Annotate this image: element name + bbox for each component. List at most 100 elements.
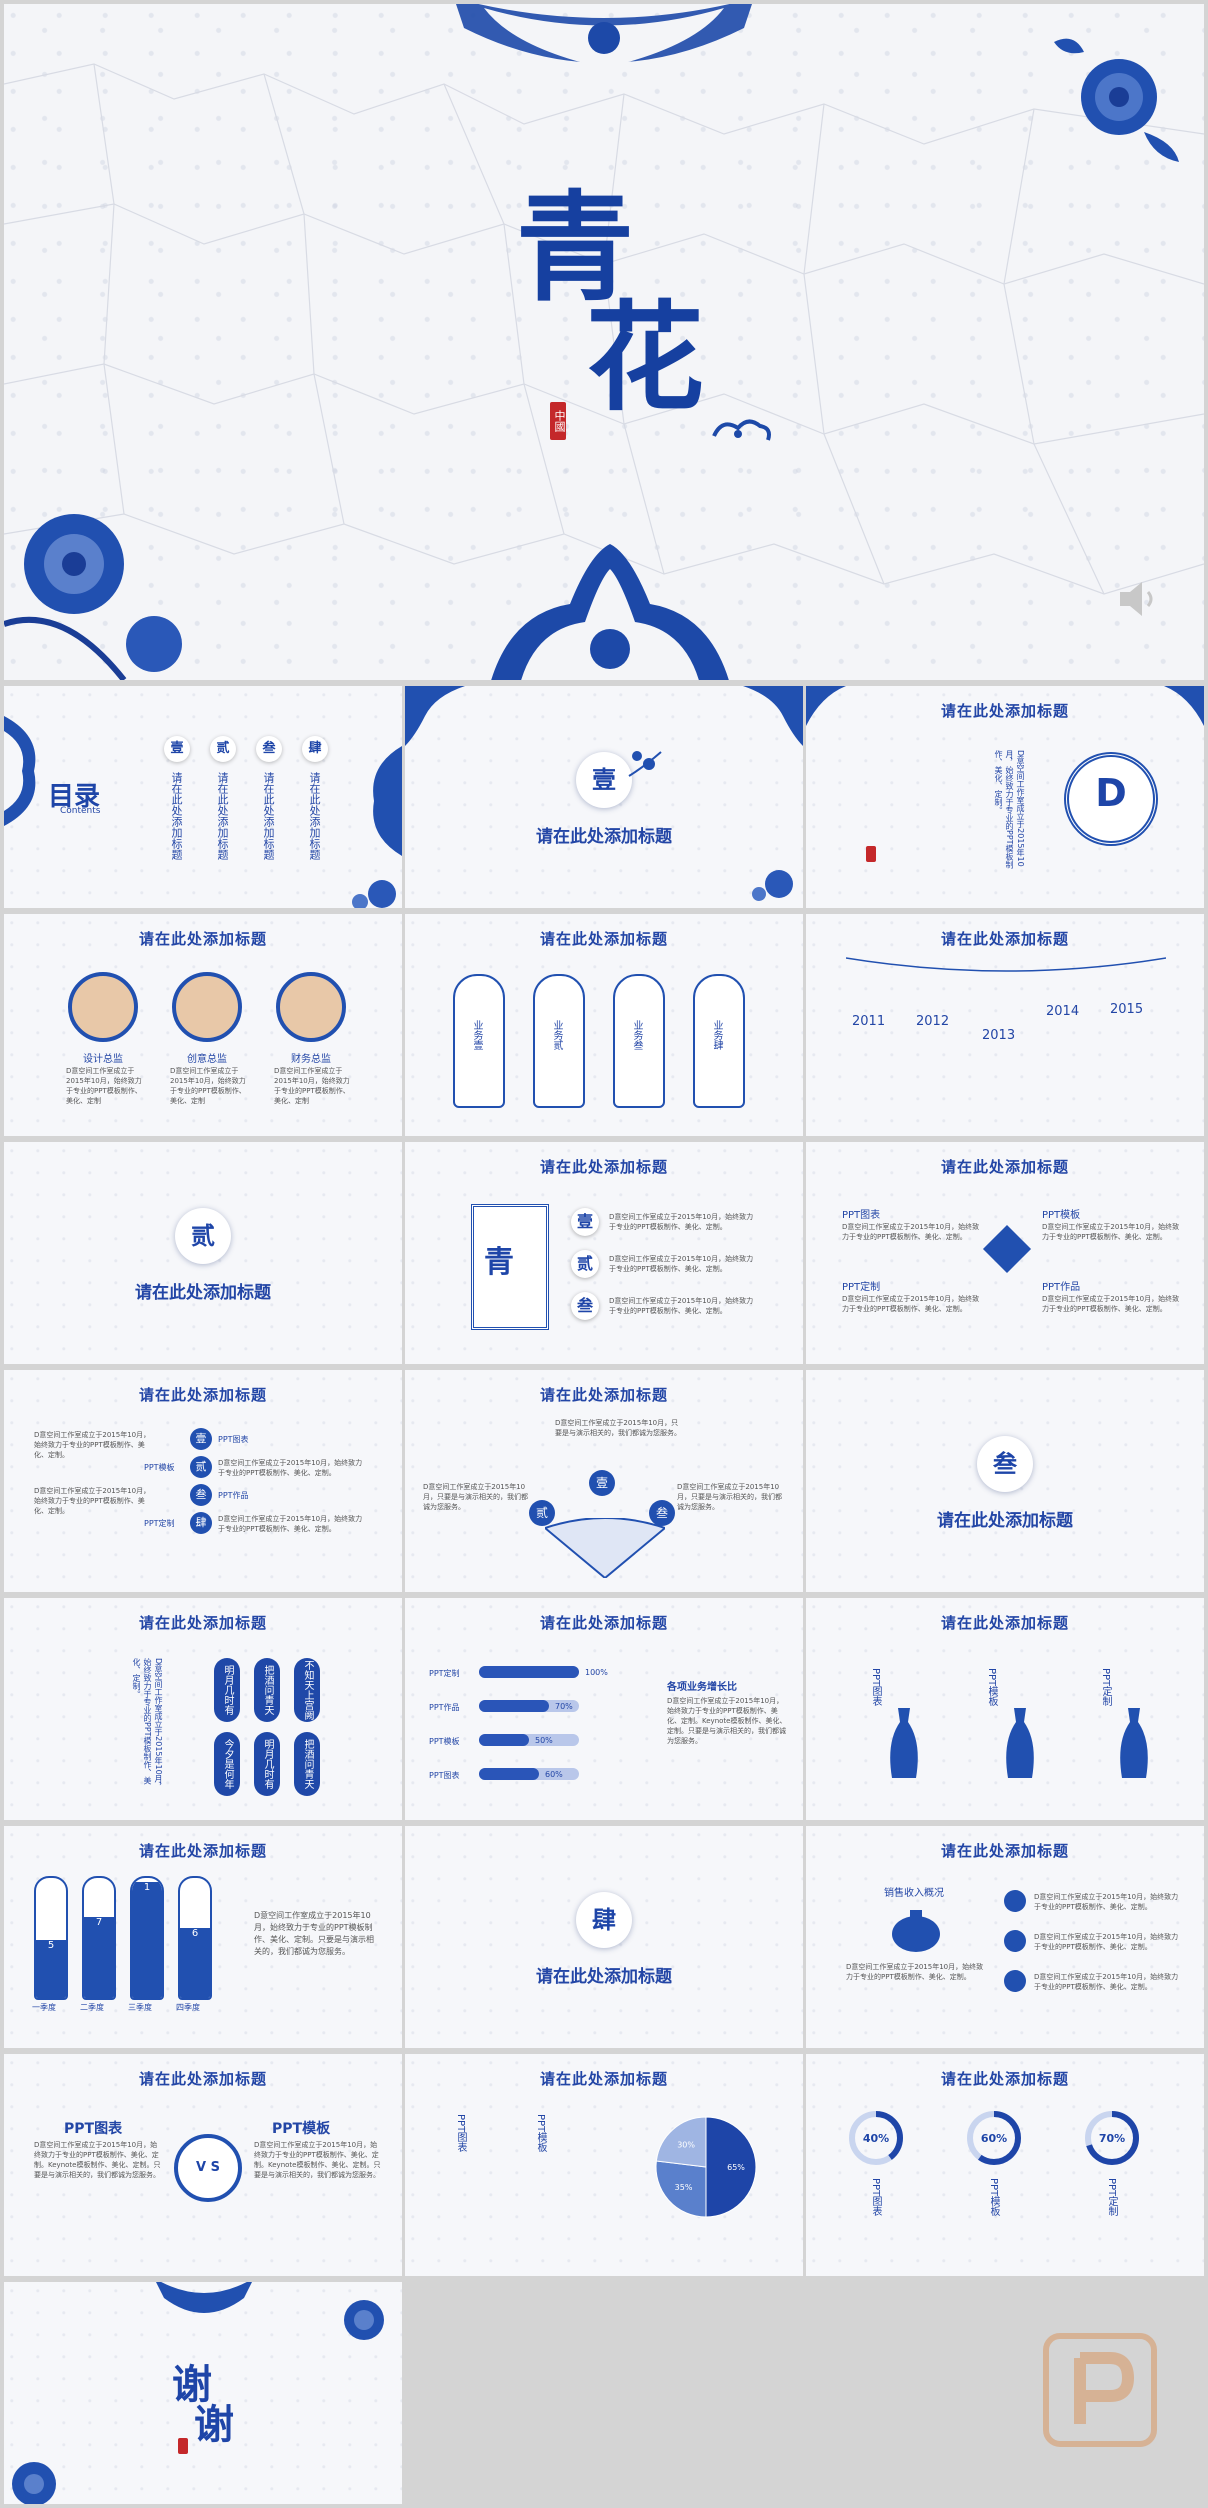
quarter-gauge: 7 [82, 1876, 116, 2000]
ring-fill [1085, 2111, 1139, 2165]
poem-text: D意空间工作室成立于2015年10月，始终致力于专业的PPT模板制作、美化、定制… [132, 1658, 163, 1791]
avatar [276, 972, 346, 1042]
thanks-char-2: 谢 [194, 2401, 234, 2448]
slide-intro[interactable]: 请在此处添加标题 D意空间工作室成立于2015年10月，始终致力于专业的PPT模… [806, 686, 1204, 908]
quad-label: PPT作品 [1042, 1282, 1081, 1293]
section-title: 请在此处添加标题 [135, 1283, 271, 1303]
quarter-fill [36, 1940, 66, 1998]
bar-fill [479, 1768, 539, 1780]
plum-branch-icon [628, 751, 662, 777]
list-num: 叁 [571, 1292, 599, 1320]
slide-title: 请在此处添加标题 [138, 1842, 267, 1860]
toc-num-2: 贰 [210, 736, 236, 762]
corner-ornament-icon [743, 686, 803, 746]
folding-fan-icon [545, 1518, 665, 1578]
list-desc: D意空间工作室成立于2015年10月，始终致力于专业的PPT模板制作、美化、定制… [218, 1459, 363, 1477]
slide-title: 请在此处添加标题 [539, 1386, 668, 1404]
toc-item-1[interactable]: 请在此处添加标题 [170, 772, 183, 860]
poem-pill: 明月几时有 [254, 1732, 280, 1796]
slide-section-4[interactable]: 肆 请在此处添加标题 [405, 1826, 803, 2048]
quarter-value: 5 [47, 1940, 55, 1951]
slide-rings[interactable]: 请在此处添加标题 40% PPT图表 60% PPT模板 70% PPT定制 [806, 2054, 1204, 2276]
logo-medallion: D [1064, 752, 1158, 846]
business-card[interactable]: 业务肆 [693, 974, 745, 1108]
pie-slice [705, 2116, 757, 2218]
slide-title: 请在此处添加标题 [138, 2070, 267, 2088]
quarter-label: 二季度 [80, 2003, 104, 2012]
slide-pie[interactable]: 请在此处添加标题 PPT图表 PPT模板 65% 35% 30% [405, 2054, 803, 2276]
bar-track [479, 1700, 579, 1712]
section-number: 壹 [576, 752, 632, 808]
slide-sales[interactable]: 请在此处添加标题 销售收入概况 D意空间工作室成立于2015年10月，始终致力于… [806, 1826, 1204, 2048]
bar-value: 70% [555, 1702, 573, 1711]
toc-item-4[interactable]: 请在此处添加标题 [308, 772, 321, 860]
slide-list[interactable]: 请在此处添加标题 壹 贰 叁 肆 PPT图表 PPT模板 PPT作品 PPT定制… [4, 1370, 402, 1592]
fan-num: 贰 [529, 1500, 555, 1526]
hero-slide[interactable]: 青 花 中國 [4, 4, 1204, 680]
list-label: PPT定制 [144, 1519, 175, 1528]
speaker-icon[interactable] [1112, 574, 1162, 624]
quarter-value: 1 [143, 1882, 151, 1893]
ring-value: 40% [863, 2132, 889, 2145]
slide-team[interactable]: 请在此处添加标题 设计总监 创意总监 财务总监 D意空间工作室成立于2015年1… [4, 914, 402, 1136]
slide-section-1[interactable]: 壹 请在此处添加标题 [405, 686, 803, 908]
slide-quad[interactable]: 请在此处添加标题 PPT图表 PPT模板 PPT定制 PPT作品 D意空间工作室… [806, 1142, 1204, 1364]
poem-pill: 不知天上宫阙 [294, 1658, 320, 1722]
bar-value: 60% [545, 1770, 563, 1779]
crackle-background [4, 63, 1204, 595]
slide-title: 请在此处添加标题 [940, 930, 1069, 948]
red-seal [178, 2438, 188, 2454]
slide-section-2[interactable]: 贰 请在此处添加标题 [4, 1142, 402, 1364]
watermark-logo-icon [1043, 2333, 1157, 2447]
slide-numbered[interactable]: 请在此处添加标题 青 壹 贰 叁 D意空间工作室成立于2015年10月，始终致力… [405, 1142, 803, 1364]
business-card[interactable]: 业务壹 [453, 974, 505, 1108]
slide-bars[interactable]: 请在此处添加标题 PPT定制 100% PPT作品 70% PPT模板 50% PPT图表 6… [405, 1598, 803, 1820]
bullet-icon [1004, 1930, 1026, 1952]
quarter-label: 一季度 [32, 2003, 56, 2012]
slide-vases[interactable]: 请在此处添加标题 PPT图表 PPT模板 PPT定制 [806, 1598, 1204, 1820]
sales-title: 销售收入概况 [884, 1888, 944, 1899]
vase-label: PPT模板 [986, 1668, 997, 1707]
ring-gauge: 60% [967, 2111, 1021, 2165]
avatar [172, 972, 242, 1042]
quarter-value: 6 [191, 1928, 199, 1940]
teapot-icon [892, 1910, 940, 1952]
slide-section-3[interactable]: 叁 请在此处添加标题 [806, 1370, 1204, 1592]
quad-label: PPT模板 [1042, 1210, 1081, 1221]
slide-vs[interactable]: 请在此处添加标题 PPT图表 PPT模板 D意空间工作室成立于2015年10月，… [4, 2054, 402, 2276]
ring-fill [849, 2111, 903, 2165]
slide-title: 请在此处添加标题 [940, 1158, 1069, 1176]
slide-poem[interactable]: 请在此处添加标题 D意空间工作室成立于2015年10月，始终致力于专业的PPT模… [4, 1598, 402, 1820]
bar-value: 50% [535, 1736, 553, 1745]
toc-num-4: 肆 [302, 736, 328, 762]
quad-label: PPT图表 [842, 1210, 881, 1221]
slide-title: 请在此处添加标题 [539, 930, 668, 948]
slide-title: 请在此处添加标题 [940, 1614, 1069, 1632]
business-card[interactable]: 业务贰 [533, 974, 585, 1108]
corner-ornament-icon [1164, 686, 1204, 726]
flower-corner-icon [12, 2462, 56, 2504]
slide-timeline[interactable]: 请在此处添加标题 2011 2012 2013 2014 2015 [806, 914, 1204, 1136]
ring-label: PPT模板 [988, 2178, 999, 2217]
list-num: 贰 [571, 1250, 599, 1278]
list-text: D意空间工作室成立于2015年10月，始终致力于专业的PPT模板制作、美化、定制… [609, 1297, 754, 1315]
slide-quarters[interactable]: 请在此处添加标题 5 一季度 7 二季度 1 三季度 6 四季度 D意空间工作室成立于2015… [4, 1826, 402, 2048]
slide-thanks[interactable]: 谢 谢 [4, 2282, 402, 2504]
bars-side-title: 各项业务增长比 [667, 1682, 737, 1693]
list-label: PPT作品 [218, 1491, 249, 1500]
fan-desc: D意空间工作室成立于2015年10月，只要是与演示相关的，我们都诚为您服务。 [677, 1483, 782, 1511]
business-card[interactable]: 业务叁 [613, 974, 665, 1108]
pie-slice [655, 2116, 707, 2168]
list-desc: D意空间工作室成立于2015年10月，始终致力于专业的PPT模板制作、美化、定制… [34, 1487, 151, 1515]
toc-item-3[interactable]: 请在此处添加标题 [262, 772, 275, 860]
list-num: 壹 [190, 1428, 212, 1450]
section-title: 请在此处添加标题 [536, 1967, 672, 1987]
slide-fan[interactable]: 请在此处添加标题 D意空间工作室成立于2015年10月，只要是与演示相关的，我们… [405, 1370, 803, 1592]
pie-slice-label: 65% [727, 2163, 745, 2172]
list-num: 叁 [190, 1484, 212, 1506]
slide-toc[interactable]: 目录 Contents 壹 贰 叁 肆 请在此处添加标题 请在此处添加标题 请在… [4, 686, 402, 908]
member-role: 财务总监 [291, 1054, 331, 1065]
bar-track [479, 1768, 579, 1780]
toc-item-2[interactable]: 请在此处添加标题 [216, 772, 229, 860]
slide-business[interactable]: 请在此处添加标题 业务壹 业务贰 业务叁 业务肆 [405, 914, 803, 1136]
